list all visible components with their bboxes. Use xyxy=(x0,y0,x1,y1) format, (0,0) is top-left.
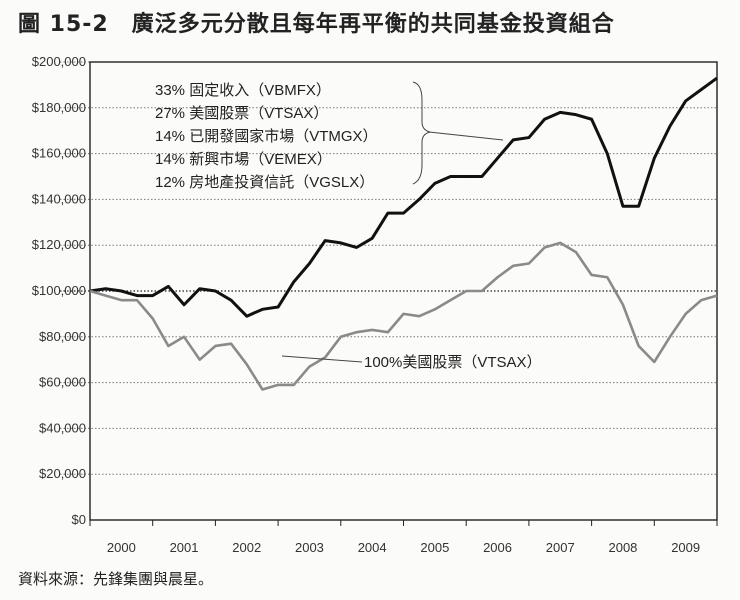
portfolio-legend-line: 14% 新興市場（VEMEX） xyxy=(155,151,332,168)
y-tick-label: $40,000 xyxy=(39,420,86,435)
y-tick-label: $20,000 xyxy=(39,466,86,481)
y-tick-label: $140,000 xyxy=(32,191,86,206)
y-tick-label: $0 xyxy=(72,512,86,527)
x-tick-label: 2006 xyxy=(483,540,512,555)
portfolio-legend-line: 12% 房地產投資信託（VGSLX） xyxy=(155,174,374,191)
figure-title: 圖 15-2 廣泛多元分散且每年再平衡的共同基金投資組合 xyxy=(18,12,615,37)
stock-series-label: 100%美國股票（VTSAX） xyxy=(364,354,542,371)
x-tick-label: 2009 xyxy=(671,540,700,555)
leader-line xyxy=(281,355,363,363)
x-tick-label: 2004 xyxy=(358,540,387,555)
y-tick-label: $120,000 xyxy=(32,237,86,252)
x-tick-label: 2002 xyxy=(232,540,261,555)
y-tick-label: $180,000 xyxy=(32,100,86,115)
x-tick-label: 2003 xyxy=(295,540,324,555)
y-tick-label: $100,000 xyxy=(32,283,86,298)
portfolio-legend-line: 33% 固定收入（VBMFX） xyxy=(155,82,331,99)
x-tick-label: 2001 xyxy=(170,540,199,555)
source-note: 資料來源：先鋒集團與晨星。 xyxy=(18,570,214,588)
portfolio-legend-line: 27% 美國股票（VTSAX） xyxy=(155,105,328,122)
portfolio-legend-line: 14% 已開發國家市場（VTMGX） xyxy=(155,128,378,145)
x-tick-label: 2005 xyxy=(420,540,449,555)
x-tick-label: 2000 xyxy=(107,540,136,555)
x-tick-label: 2008 xyxy=(608,540,637,555)
brace xyxy=(412,81,431,185)
y-tick-label: $60,000 xyxy=(39,375,86,390)
x-tick-label: 2007 xyxy=(546,540,575,555)
leader-line xyxy=(428,131,504,141)
y-tick-label: $160,000 xyxy=(32,146,86,161)
y-tick-label: $200,000 xyxy=(32,54,86,69)
y-tick-label: $80,000 xyxy=(39,329,86,344)
